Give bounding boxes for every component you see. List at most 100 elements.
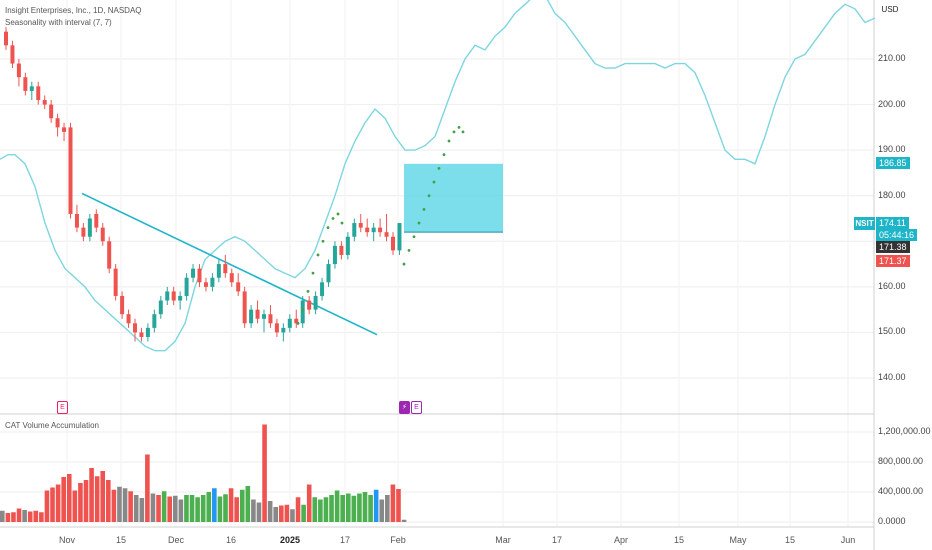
target-box[interactable] (404, 163, 503, 233)
volume-bar (83, 480, 89, 522)
forecast-dot (296, 321, 300, 325)
volume-bar (306, 484, 312, 522)
time-axis-label: 16 (225, 535, 237, 545)
candle (74, 213, 79, 228)
candle (223, 264, 228, 274)
price-axis-label: 200.00 (878, 98, 906, 109)
time-axis-label: 15 (115, 535, 127, 545)
volume-bar (279, 505, 284, 522)
volume-bar (33, 510, 39, 522)
volume-bar (318, 499, 323, 522)
candle (339, 245, 344, 255)
symbol-legend[interactable]: Insight Enterprises, Inc., 1D, NASDAQ (5, 6, 142, 15)
candle (120, 295, 125, 315)
volume-bar (223, 494, 228, 522)
candle (294, 318, 299, 324)
grid (0, 0, 875, 550)
candle (16, 63, 21, 78)
time-axis-label: Nov (58, 535, 76, 545)
forecast-dot (321, 239, 325, 243)
time-axis-label: Mar (495, 535, 511, 545)
volume-bar (117, 486, 122, 522)
volume-bar (195, 497, 200, 522)
dividend-event-icon[interactable]: ⚡ (399, 401, 410, 414)
candle (313, 295, 318, 310)
candle (352, 223, 357, 237)
volume-bar (156, 495, 161, 522)
indicator-legend[interactable]: Seasonality with interval (7, 7) (5, 18, 112, 27)
volume-indicator-legend[interactable]: CAT Volume Accumulation (5, 421, 99, 430)
candle (139, 332, 144, 337)
candle (384, 232, 389, 237)
volume-bar (239, 489, 245, 522)
time-axis-label: Feb (390, 535, 406, 545)
volume-bar (55, 484, 61, 522)
volume-bar (212, 488, 217, 522)
candle (68, 127, 73, 214)
volume-bar (217, 496, 223, 522)
volume-bar (178, 499, 184, 522)
seasonality-line (0, 0, 876, 352)
volume-bar (189, 495, 195, 522)
price-axis-label: 140.00 (878, 372, 906, 382)
volume-bar (345, 493, 351, 522)
candle (171, 291, 176, 301)
volume-bar (312, 497, 318, 522)
volume-bar (139, 498, 145, 522)
volume-bar (111, 489, 117, 522)
candle (391, 236, 395, 251)
target-price-tag: 186.85 (876, 157, 910, 169)
candle (300, 300, 305, 324)
forecast-dot (442, 153, 446, 157)
forecast-dot (331, 217, 335, 220)
volume-axis-label: 400,000.00 (878, 486, 924, 496)
forecast-dot (461, 130, 465, 134)
candle (23, 77, 28, 91)
volume-bar (5, 513, 11, 522)
earnings-event-icon[interactable]: E (57, 401, 68, 414)
time-axis-label: 17 (339, 535, 351, 545)
candles (4, 27, 402, 342)
forecast-dot (437, 166, 441, 170)
forecast-dot (340, 221, 344, 225)
price-axis-label: 190.00 (878, 144, 906, 155)
candle (100, 227, 105, 242)
volume-bar (27, 511, 33, 522)
volume-axis-label: 1,200,000.00 (878, 426, 931, 436)
volume-bar (172, 495, 178, 522)
volume-bar (284, 504, 290, 522)
candle (378, 227, 383, 233)
volume-bar (323, 497, 329, 522)
volume-bar (267, 501, 273, 522)
volume-bar (66, 474, 72, 522)
volume-bar (262, 424, 267, 522)
candle (236, 282, 241, 292)
candle (184, 277, 189, 296)
candle (287, 318, 292, 328)
candle (216, 264, 221, 278)
forecast-dot (402, 262, 406, 266)
candle (62, 127, 67, 132)
candle (210, 277, 215, 287)
time-axis-label: 2025 (279, 535, 301, 545)
volume-bar (0, 510, 5, 522)
earnings-event-icon[interactable]: E (411, 401, 422, 414)
trendline-segment (81, 192, 378, 336)
close-tag-b: 171.37 (876, 255, 910, 267)
close-tag-a: 171.38 (876, 241, 910, 253)
time-axis-label: May (729, 535, 747, 545)
currency-button[interactable]: USD (881, 5, 899, 14)
trendline[interactable] (81, 192, 378, 336)
candle (229, 273, 234, 283)
volume-axis-label: 800,000.00 (878, 456, 924, 466)
volume-bar (340, 495, 345, 522)
candle (249, 309, 254, 324)
volume-bar (234, 497, 239, 522)
volume-bar (167, 496, 172, 522)
volume-bar (44, 490, 50, 522)
volume-axis-label: 0.0000 (878, 516, 906, 526)
volume-bar (78, 483, 83, 522)
candle (165, 291, 170, 301)
volume-bar (379, 499, 385, 522)
